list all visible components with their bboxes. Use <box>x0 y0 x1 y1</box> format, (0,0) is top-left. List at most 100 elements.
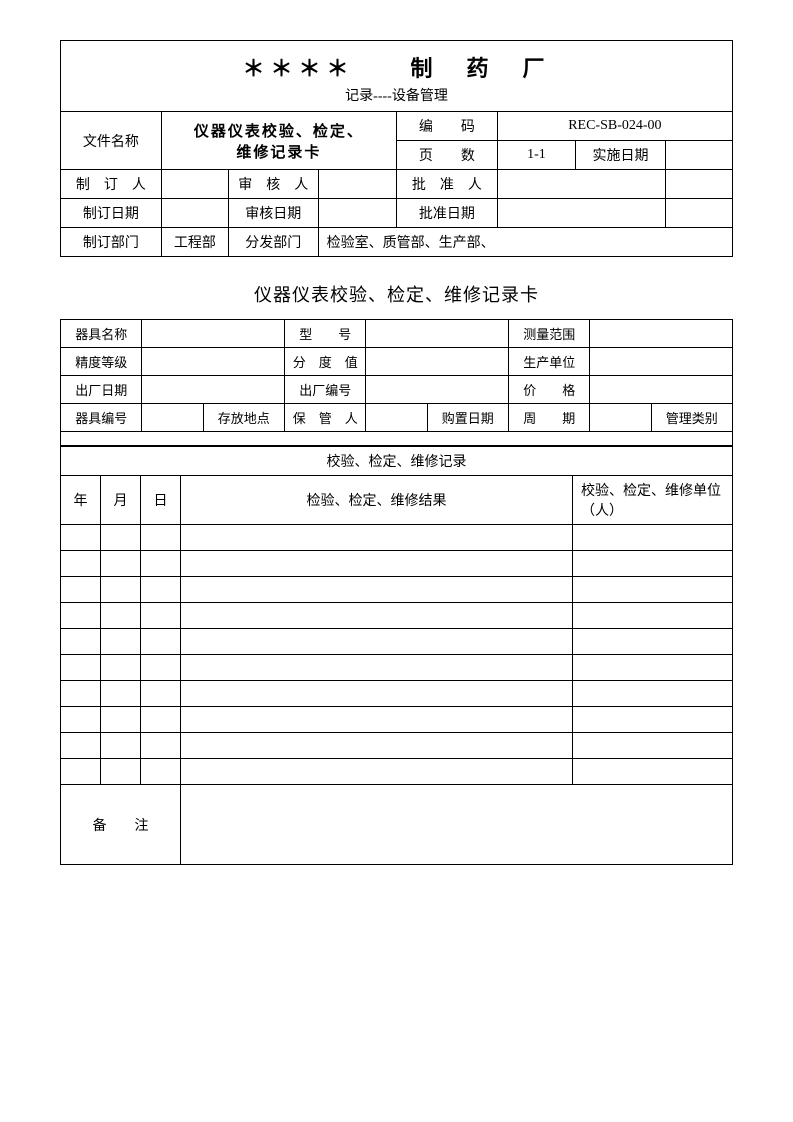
value-accuracy <box>142 348 285 376</box>
label-tool-no: 器具编号 <box>61 404 142 432</box>
label-purchase-date: 购置日期 <box>427 404 508 432</box>
record-cell <box>573 603 733 629</box>
label-author-date: 制订日期 <box>61 199 162 228</box>
record-cell <box>61 681 101 707</box>
record-cell <box>141 759 181 785</box>
value-code: REC-SB-024-00 <box>497 112 732 141</box>
record-row <box>61 681 733 707</box>
value-mfg-no <box>366 376 509 404</box>
value-approver-blank <box>665 170 732 199</box>
label-period: 周 期 <box>508 404 589 432</box>
record-cell <box>141 577 181 603</box>
record-row <box>61 525 733 551</box>
doc-title-line1: 仪器仪表校验、检定、 <box>168 120 390 141</box>
record-cell <box>101 759 141 785</box>
record-cell <box>141 655 181 681</box>
record-cell <box>61 733 101 759</box>
col-result: 检验、检定、维修结果 <box>181 476 573 525</box>
value-model <box>366 320 509 348</box>
record-cell <box>61 551 101 577</box>
col-day: 日 <box>141 476 181 525</box>
record-cell <box>573 577 733 603</box>
value-author <box>161 170 228 199</box>
value-range <box>590 320 733 348</box>
value-dist-dept: 检验室、质管部、生产部、 <box>318 228 732 257</box>
record-cell <box>573 629 733 655</box>
record-cell <box>101 577 141 603</box>
record-row <box>61 655 733 681</box>
page: ＊＊＊＊ 制 药 厂 记录----设备管理 文件名称 仪器仪表校验、检定、 维修… <box>0 0 793 905</box>
label-manufacturer: 生产单位 <box>508 348 589 376</box>
section-title: 仪器仪表校验、检定、维修记录卡 <box>60 281 733 307</box>
value-approver <box>497 170 665 199</box>
record-cell <box>141 603 181 629</box>
record-cell <box>61 707 101 733</box>
value-approve-date <box>497 199 665 228</box>
record-cell <box>101 525 141 551</box>
record-cell <box>141 525 181 551</box>
value-approve-date-blank <box>665 199 732 228</box>
record-cell <box>101 551 141 577</box>
label-pages: 页 数 <box>396 141 497 170</box>
record-row <box>61 551 733 577</box>
label-author-dept: 制订部门 <box>61 228 162 257</box>
value-manufacturer <box>590 348 733 376</box>
value-remark <box>181 785 733 865</box>
record-cell <box>141 629 181 655</box>
record-cell <box>181 603 573 629</box>
info-spacer <box>61 432 733 446</box>
record-cell <box>101 707 141 733</box>
label-accuracy: 精度等级 <box>61 348 142 376</box>
record-cell <box>101 629 141 655</box>
value-pages: 1-1 <box>497 141 575 170</box>
label-code: 编 码 <box>396 112 497 141</box>
record-cell <box>141 551 181 577</box>
label-author: 制 订 人 <box>61 170 162 199</box>
record-row <box>61 707 733 733</box>
record-row <box>61 603 733 629</box>
label-division: 分 度 值 <box>284 348 365 376</box>
value-mfg-date <box>142 376 285 404</box>
col-month: 月 <box>101 476 141 525</box>
record-cell <box>101 681 141 707</box>
doc-title-line2: 维修记录卡 <box>168 141 390 162</box>
value-division <box>366 348 509 376</box>
record-cell <box>573 655 733 681</box>
record-header: 校验、检定、维修记录 <box>61 447 733 476</box>
label-keeper: 保 管 人 <box>284 404 365 432</box>
label-impl-date: 实施日期 <box>576 141 666 170</box>
record-cell <box>181 629 573 655</box>
record-cell <box>61 655 101 681</box>
record-cell <box>181 733 573 759</box>
record-cell <box>181 655 573 681</box>
label-reviewer: 审 核 人 <box>228 170 318 199</box>
info-table: 器具名称 型 号 测量范围 精度等级 分 度 值 生产单位 出厂日期 出厂编号 … <box>60 319 733 446</box>
record-cell <box>61 629 101 655</box>
record-cell <box>573 733 733 759</box>
record-cell <box>141 681 181 707</box>
label-range: 测量范围 <box>508 320 589 348</box>
record-rows <box>61 525 733 785</box>
record-cell <box>101 655 141 681</box>
value-review-date <box>318 199 396 228</box>
value-author-dept: 工程部 <box>161 228 228 257</box>
value-author-date <box>161 199 228 228</box>
record-subtitle: 记录----设备管理 <box>61 85 733 112</box>
value-period <box>590 404 651 432</box>
record-cell <box>181 759 573 785</box>
record-cell <box>181 681 573 707</box>
col-unit: 校验、检定、维修单位（人） <box>573 476 733 525</box>
record-row <box>61 577 733 603</box>
record-cell <box>181 551 573 577</box>
record-cell <box>61 525 101 551</box>
value-tool-name <box>142 320 285 348</box>
label-approver: 批 准 人 <box>396 170 497 199</box>
company-title: ＊＊＊＊ 制 药 厂 <box>61 41 733 86</box>
value-price <box>590 376 733 404</box>
record-table: 校验、检定、维修记录 年 月 日 检验、检定、维修结果 校验、检定、维修单位（人… <box>60 446 733 865</box>
record-row <box>61 759 733 785</box>
record-cell <box>101 733 141 759</box>
record-cell <box>61 759 101 785</box>
record-cell <box>181 577 573 603</box>
record-cell <box>573 759 733 785</box>
